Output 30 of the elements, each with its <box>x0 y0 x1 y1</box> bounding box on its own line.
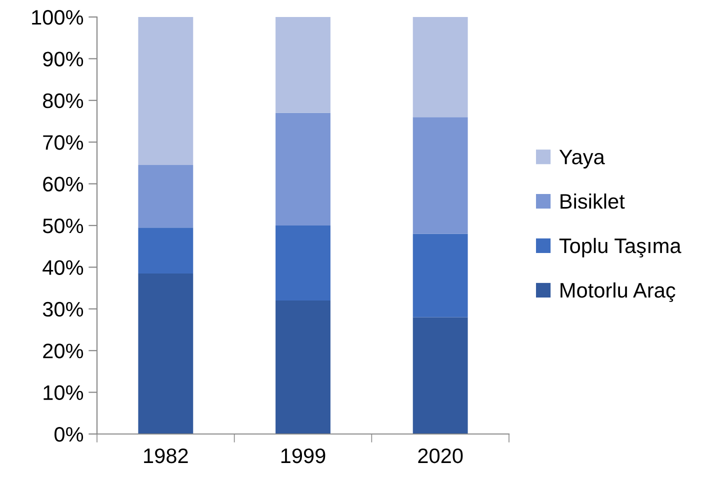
y-tick-label: 100% <box>32 10 84 25</box>
y-tick-label: 0% <box>54 427 84 442</box>
bar <box>276 300 330 434</box>
bar <box>412 234 468 318</box>
bar <box>412 317 468 434</box>
legend-label: Motorlu Araç <box>560 282 676 302</box>
y-tick-label: 90% <box>43 52 84 66</box>
x-tick-label: 2020 <box>418 448 463 464</box>
bar <box>138 228 194 274</box>
bar <box>412 17 468 118</box>
x-tick-label: 1999 <box>281 448 326 464</box>
x-tick-label: 1982 <box>144 448 188 464</box>
y-tick-label: 60% <box>43 176 84 192</box>
y-tick-label: 70% <box>43 135 84 150</box>
bar <box>276 112 330 226</box>
y-tick-label: 30% <box>42 302 84 317</box>
y-tick-label: 20% <box>43 344 84 358</box>
y-tick-label: 40% <box>42 260 84 275</box>
bar <box>138 273 194 434</box>
y-tick-label: 80% <box>43 93 84 108</box>
bar <box>138 165 194 228</box>
bar <box>276 17 330 113</box>
legend-label: Bisiklet <box>560 193 625 209</box>
y-tick-label: 50% <box>42 218 84 234</box>
legend-label: Yaya <box>559 150 605 168</box>
legend-label: Toplu Taşıma <box>559 238 682 258</box>
bar <box>276 226 330 301</box>
bar <box>412 117 468 234</box>
bar <box>138 17 194 166</box>
y-tick-label: 10% <box>44 385 84 400</box>
